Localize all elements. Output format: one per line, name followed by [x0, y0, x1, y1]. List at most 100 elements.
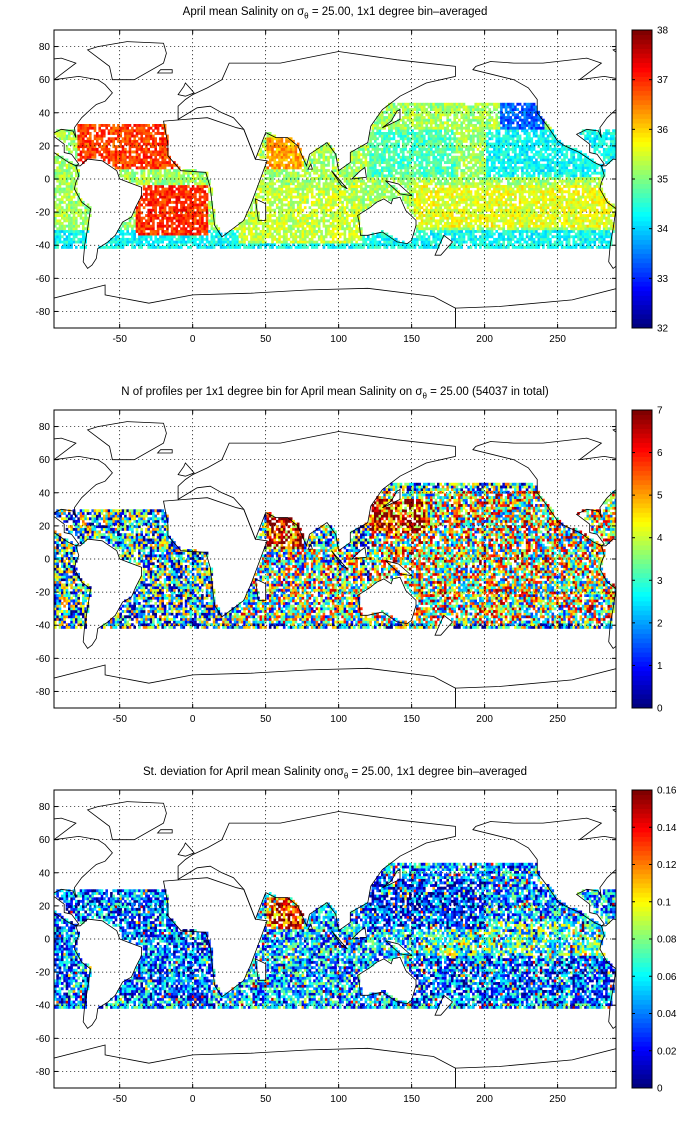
data-cell [292, 190, 295, 194]
data-cell [128, 174, 132, 178]
data-cell [430, 169, 433, 172]
data-cell [119, 142, 122, 146]
data-cell [168, 216, 171, 220]
data-cell [331, 163, 335, 167]
data-cell [434, 232, 438, 236]
data-cell [124, 169, 127, 172]
data-cell [70, 195, 73, 199]
data-cell [460, 129, 463, 133]
data-cell [287, 206, 291, 210]
data-cell [149, 227, 153, 231]
data-cell [362, 187, 365, 191]
data-cell [315, 182, 319, 186]
data-cell [317, 237, 321, 241]
data-cell [310, 224, 314, 228]
data-cell [240, 224, 244, 228]
data-cell [100, 132, 104, 135]
data-cell [451, 155, 454, 159]
data-cell [140, 216, 143, 220]
data-cell [268, 224, 272, 228]
data-cell [418, 198, 421, 202]
data-cell [152, 137, 155, 141]
data-cell [418, 203, 421, 207]
data-cell [313, 227, 316, 231]
data-cell [444, 126, 447, 130]
data-cell [460, 216, 463, 220]
data-cell [252, 227, 256, 231]
data-cell [72, 227, 76, 231]
data-cell [175, 203, 179, 207]
data-cell [282, 243, 286, 247]
data-cell [280, 139, 284, 143]
data-cell [434, 227, 438, 231]
data-cell [458, 243, 461, 247]
data-cell [439, 174, 442, 178]
data-cell [336, 227, 340, 231]
data-cell [159, 147, 162, 151]
data-cell [58, 192, 62, 196]
data-cell [135, 155, 139, 159]
data-cell [89, 134, 92, 138]
data-cell [369, 150, 372, 154]
data-cell [355, 171, 358, 175]
data-cell [462, 163, 466, 167]
data-cell [68, 185, 71, 188]
data-cell [152, 222, 155, 225]
data-cell [126, 126, 129, 130]
data-cell [455, 139, 459, 143]
data-cell [56, 179, 59, 183]
data-cell [198, 206, 202, 210]
data-cell [378, 113, 382, 117]
data-cell [152, 166, 155, 170]
data-cell [446, 206, 449, 210]
data-cell [343, 240, 347, 244]
data-cell [446, 203, 449, 207]
data-cell [353, 182, 356, 186]
data-cell [395, 243, 398, 247]
data-cell [131, 155, 134, 159]
data-cell [247, 243, 251, 247]
data-cell [411, 113, 414, 117]
data-cell [184, 208, 188, 212]
data-cell [317, 235, 321, 239]
data-cell [432, 118, 435, 122]
data-cell [404, 102, 407, 106]
data-cell [149, 198, 153, 202]
data-cell [411, 153, 414, 157]
data-cell [98, 137, 101, 141]
data-cell [446, 232, 449, 236]
data-cell [133, 139, 136, 143]
data-cell [182, 185, 186, 188]
data-cell [439, 179, 442, 183]
data-cell [402, 134, 405, 138]
data-cell [446, 179, 449, 183]
data-cell [434, 161, 438, 164]
data-cell [287, 208, 291, 212]
data-cell [75, 230, 78, 233]
data-cell [282, 153, 286, 157]
data-cell [250, 219, 253, 223]
data-cell [306, 216, 309, 220]
data-cell [93, 145, 97, 149]
data-cell [63, 161, 66, 164]
data-cell [420, 214, 424, 217]
data-cell [353, 224, 356, 228]
data-cell [198, 211, 202, 215]
data-cell [79, 137, 83, 141]
data-cell [423, 227, 426, 231]
data-cell [315, 211, 319, 215]
data-cell [355, 190, 358, 194]
data-cell [299, 187, 302, 191]
data-cell [222, 240, 225, 244]
data-cell [371, 158, 375, 162]
data-cell [285, 240, 288, 244]
data-cell [110, 139, 113, 143]
data-cell [68, 147, 71, 151]
data-cell [282, 224, 286, 228]
data-cell [191, 203, 195, 207]
data-cell [149, 190, 153, 194]
data-cell [418, 224, 421, 228]
data-cell [208, 206, 211, 210]
data-cell [196, 171, 200, 175]
data-cell [140, 224, 143, 228]
